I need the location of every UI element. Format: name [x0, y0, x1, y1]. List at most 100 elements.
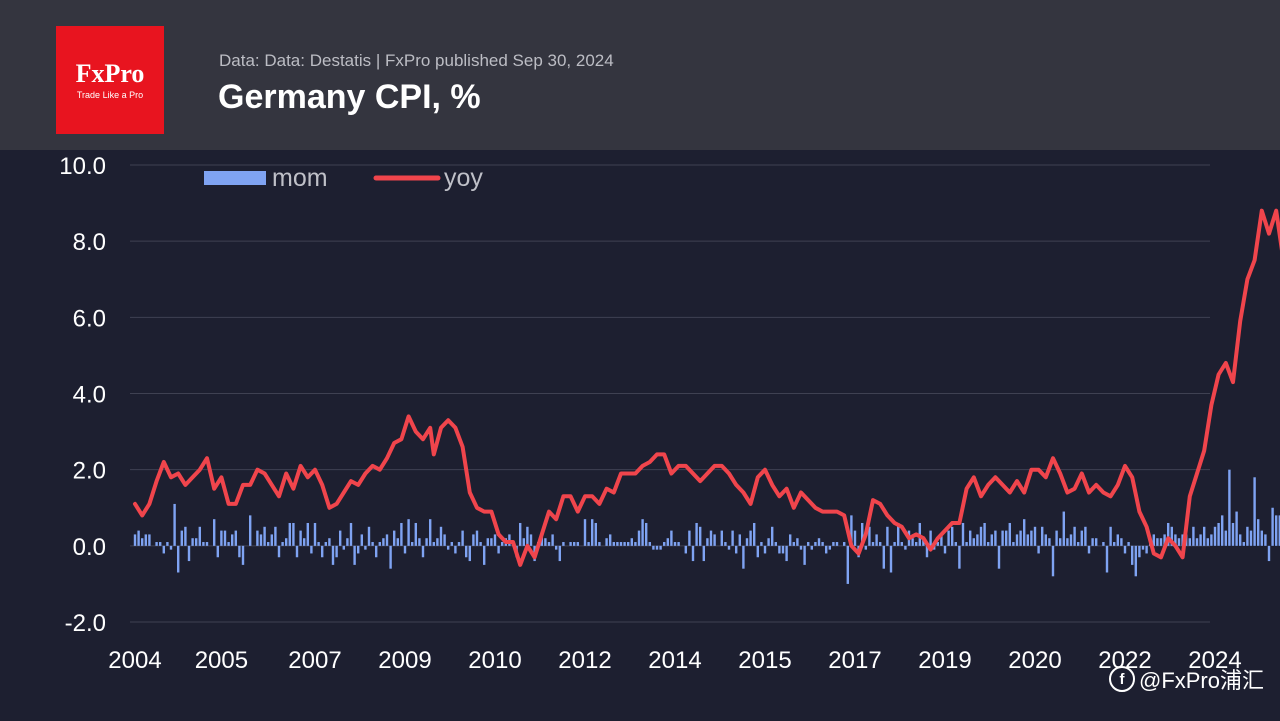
mom-bar [439, 526, 443, 546]
mom-bar [727, 545, 731, 550]
mom-bar [670, 530, 673, 546]
mom-bar [900, 542, 903, 546]
mom-bar [133, 534, 137, 546]
mom-bar [202, 542, 205, 546]
mom-bar [321, 545, 324, 558]
mom-bar [1156, 538, 1159, 546]
mom-bar [1077, 542, 1080, 546]
mom-bar [1213, 526, 1217, 546]
x-tick-label: 2014 [648, 647, 701, 674]
mom-bar [695, 522, 698, 546]
mom-bar [735, 545, 738, 554]
mom-bar [666, 538, 669, 546]
mom-bar [227, 542, 230, 546]
mom-bar [159, 542, 162, 546]
mom-bar [241, 545, 245, 565]
mom-bar [295, 545, 299, 558]
mom-bar [933, 545, 936, 550]
mom-bar [961, 522, 965, 546]
mom-bar [220, 530, 223, 546]
mom-bar [184, 526, 187, 546]
mom-bar [994, 530, 997, 546]
mom-bar [281, 542, 284, 546]
mom-bar [987, 542, 990, 546]
mom-bar [1206, 538, 1209, 546]
mom-bar [796, 538, 799, 546]
mom-bar [1123, 545, 1127, 554]
mom-bar [1195, 538, 1199, 546]
mom-bar [655, 545, 659, 550]
mom-bar [835, 542, 839, 546]
mom-bar [1069, 534, 1073, 546]
mom-bar [310, 545, 313, 554]
mom-bar [871, 542, 875, 546]
mom-bar [418, 538, 421, 546]
mom-bar [731, 530, 734, 546]
mom-bar [277, 545, 281, 558]
mom-bar [519, 522, 522, 546]
mom-bar [173, 503, 176, 546]
mom-bar [922, 538, 925, 546]
mom-bar [1242, 542, 1245, 546]
x-tick-label: 2020 [1008, 647, 1061, 674]
mom-bar [861, 522, 864, 546]
mom-bar [331, 545, 335, 565]
mom-bar [1271, 507, 1274, 546]
y-tick-label: 0.0 [73, 534, 106, 561]
chart-header: FxPro Trade Like a Pro Data: Data: Desta… [0, 0, 1280, 150]
mom-bar [425, 538, 428, 546]
y-tick-label: 6.0 [73, 305, 106, 332]
logo-tagline: Trade Like a Pro [76, 90, 144, 100]
mom-bar [760, 542, 763, 546]
mom-bar [177, 545, 180, 573]
x-tick-label: 2009 [378, 647, 431, 674]
mom-bar [558, 545, 561, 562]
mom-bar [141, 538, 144, 546]
mom-bar [1008, 522, 1011, 546]
mom-bar [637, 530, 641, 546]
mom-bar [191, 538, 194, 546]
mom-bar [429, 519, 432, 546]
mom-bar [713, 534, 716, 546]
mom-bar [400, 522, 403, 546]
mom-bar [983, 522, 986, 546]
mom-bar [288, 522, 291, 546]
mom-bar [1203, 526, 1206, 546]
x-tick-label: 2004 [108, 647, 161, 674]
mom-bar [904, 545, 907, 550]
mom-bar [724, 542, 727, 546]
mom-bar [396, 538, 399, 546]
mom-bar [324, 542, 327, 546]
mom-bar [1131, 545, 1134, 565]
mom-bar [155, 542, 158, 546]
mom-bar [619, 542, 623, 546]
mom-bar [547, 542, 551, 546]
mom-bar [285, 538, 288, 546]
mom-bar [1267, 545, 1271, 562]
mom-bar [1051, 545, 1055, 577]
mom-bar [684, 545, 687, 554]
mom-bar [958, 545, 961, 569]
mom-bar [1235, 511, 1238, 546]
mom-bar [483, 545, 486, 565]
mom-bar [598, 542, 601, 546]
mom-bar [1170, 526, 1173, 546]
mom-bar [544, 538, 547, 546]
x-tick-label: 2017 [828, 647, 881, 674]
mom-bar [965, 542, 968, 546]
mom-bar [162, 545, 165, 554]
mom-bar [1116, 534, 1119, 546]
x-tick-label: 2015 [738, 647, 791, 674]
x-tick-label: 2019 [918, 647, 971, 674]
mom-bar [1199, 534, 1202, 546]
x-tick-label: 2024 [1188, 647, 1241, 674]
mom-bar [979, 526, 983, 546]
mom-bar [493, 534, 497, 546]
mom-bar [371, 542, 374, 546]
mom-bar [864, 545, 867, 550]
mom-bar [976, 534, 979, 546]
mom-bar [1095, 538, 1098, 546]
mom-bar [443, 534, 446, 546]
mom-bar [911, 538, 914, 546]
mom-bar [612, 542, 615, 546]
